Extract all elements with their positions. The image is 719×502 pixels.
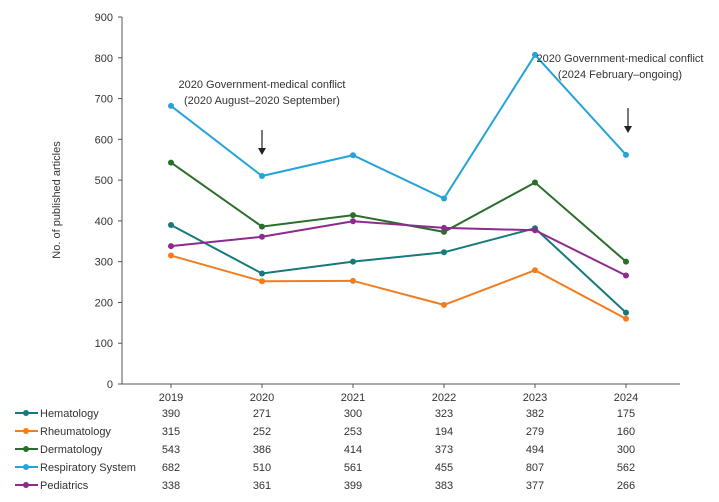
y-tick-label: 800 (95, 53, 113, 65)
data-point (441, 195, 447, 202)
series-line-hematology (170, 224, 627, 314)
table-value: 386 (253, 444, 271, 456)
x-tick-label: 2023 (523, 392, 547, 404)
table-value: 338 (162, 480, 180, 492)
table-value: 510 (253, 462, 271, 474)
table-value: 382 (526, 408, 544, 420)
x-tick-label: 2024 (614, 392, 638, 404)
table-value: 194 (435, 426, 453, 438)
data-point (168, 102, 174, 109)
table-value: 494 (526, 444, 544, 456)
annotation-line1: 2020 Government-medical conflict (179, 79, 346, 91)
data-point (168, 159, 174, 166)
legend-marker (23, 428, 29, 434)
annotation-line1: 2020 Government-medical conflict (537, 53, 704, 65)
series-line-pediatrics (170, 220, 627, 277)
y-axis-label: No. of published articles (51, 141, 63, 259)
y-tick-label: 100 (95, 338, 113, 350)
legend-label: Pediatrics (40, 480, 89, 492)
table-value: 414 (344, 444, 362, 456)
table-value: 682 (162, 462, 180, 474)
series-line-dermatology (170, 161, 627, 263)
table-value: 562 (617, 462, 635, 474)
data-point (441, 224, 447, 231)
legend-marker (23, 482, 29, 488)
data-point (350, 212, 356, 219)
table-value: 315 (162, 426, 180, 438)
table-value: 561 (344, 462, 362, 474)
data-point (623, 258, 629, 265)
data-point (350, 218, 356, 225)
y-tick-label: 200 (95, 297, 113, 309)
y-tick-label: 600 (95, 134, 113, 146)
table-value: 543 (162, 444, 180, 456)
y-tick-label: 700 (95, 94, 113, 106)
legend-marker (23, 446, 29, 452)
y-tick-label: 900 (95, 12, 113, 24)
y-tick-label: 500 (95, 175, 113, 187)
data-point (623, 272, 629, 279)
y-tick-label: 0 (107, 379, 113, 391)
data-point (623, 315, 629, 322)
table-value: 253 (344, 426, 362, 438)
data-point (350, 258, 356, 265)
arrow-head-icon (624, 126, 632, 133)
legend-label: Respiratory System (40, 462, 136, 474)
x-tick-label: 2022 (432, 392, 456, 404)
data-point (532, 179, 538, 186)
legend-label: Hematology (40, 408, 99, 420)
table-value: 160 (617, 426, 635, 438)
legend-marker (23, 410, 29, 416)
data-point (623, 151, 629, 158)
data-point (532, 51, 538, 58)
legend-label: Dermatology (40, 444, 103, 456)
table-value: 279 (526, 426, 544, 438)
data-point (441, 249, 447, 256)
series-line-respiratory-system (170, 53, 627, 200)
data-point (168, 221, 174, 228)
table-value: 300 (344, 408, 362, 420)
table-value: 373 (435, 444, 453, 456)
x-tick-label: 2021 (341, 392, 365, 404)
table-value: 271 (253, 408, 271, 420)
table-value: 266 (617, 480, 635, 492)
data-point (350, 277, 356, 284)
y-tick-label: 300 (95, 257, 113, 269)
data-point (532, 227, 538, 234)
data-point (623, 309, 629, 316)
data-point (532, 267, 538, 274)
table-value: 175 (617, 408, 635, 420)
table-value: 455 (435, 462, 453, 474)
y-tick-label: 400 (95, 216, 113, 228)
table-value: 807 (526, 462, 544, 474)
table-value: 361 (253, 480, 271, 492)
data-point (259, 223, 265, 230)
annotation-line2: (2024 February–ongoing) (558, 69, 682, 81)
x-tick-label: 2019 (159, 392, 183, 404)
table-value: 323 (435, 408, 453, 420)
table-value: 252 (253, 426, 271, 438)
table-value: 383 (435, 480, 453, 492)
table-value: 399 (344, 480, 362, 492)
x-tick-label: 2020 (250, 392, 274, 404)
legend-marker (23, 464, 29, 470)
data-point (259, 173, 265, 180)
data-point (168, 243, 174, 250)
annotation-line2: (2020 August–2020 September) (184, 95, 340, 107)
table-value: 300 (617, 444, 635, 456)
table-value: 377 (526, 480, 544, 492)
data-point (259, 278, 265, 285)
data-point (259, 233, 265, 240)
legend-label: Rheumatology (40, 426, 111, 438)
data-point (441, 301, 447, 308)
arrow-head-icon (258, 148, 266, 155)
data-point (259, 270, 265, 277)
data-point (350, 152, 356, 159)
series-line-rheumatology (170, 254, 627, 320)
data-point (168, 252, 174, 259)
table-value: 390 (162, 408, 180, 420)
